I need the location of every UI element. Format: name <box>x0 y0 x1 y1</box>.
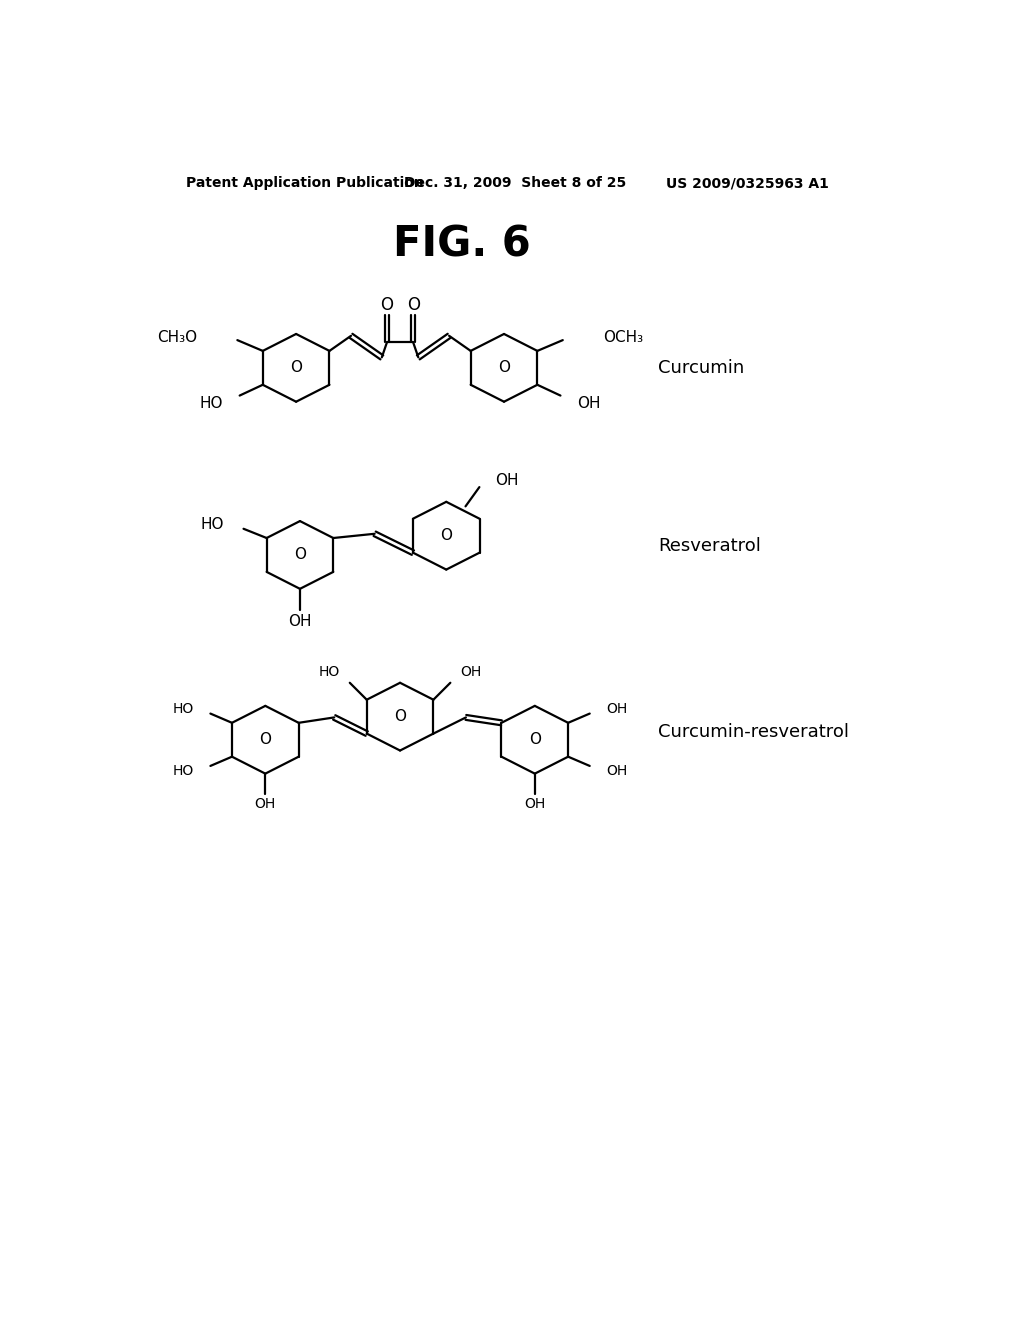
Text: Resveratrol: Resveratrol <box>658 537 761 554</box>
Text: OH: OH <box>495 474 518 488</box>
Text: OH: OH <box>288 614 311 628</box>
Text: Curcumin: Curcumin <box>658 359 744 376</box>
Text: OH: OH <box>606 763 628 777</box>
Text: FIG. 6: FIG. 6 <box>393 224 530 265</box>
Text: US 2009/0325963 A1: US 2009/0325963 A1 <box>666 176 828 190</box>
Text: OH: OH <box>461 665 481 678</box>
Text: HO: HO <box>201 517 224 532</box>
Text: OH: OH <box>524 797 546 812</box>
Text: OH: OH <box>255 797 275 812</box>
Text: OH: OH <box>606 702 628 715</box>
Text: O: O <box>259 733 271 747</box>
Text: HO: HO <box>318 665 340 678</box>
Text: Dec. 31, 2009  Sheet 8 of 25: Dec. 31, 2009 Sheet 8 of 25 <box>403 176 626 190</box>
Text: O: O <box>407 296 420 314</box>
Text: CH₃O: CH₃O <box>158 330 198 345</box>
Text: O: O <box>440 528 453 544</box>
Text: O: O <box>294 548 306 562</box>
Text: Patent Application Publication: Patent Application Publication <box>186 176 424 190</box>
Text: OCH₃: OCH₃ <box>603 330 643 345</box>
Text: HO: HO <box>172 763 194 777</box>
Text: O: O <box>394 709 407 725</box>
Text: OH: OH <box>578 396 601 411</box>
Text: Curcumin-resveratrol: Curcumin-resveratrol <box>658 723 849 741</box>
Text: HO: HO <box>200 396 223 411</box>
Text: HO: HO <box>172 702 194 715</box>
Text: O: O <box>381 296 393 314</box>
Text: O: O <box>290 360 302 375</box>
Text: O: O <box>528 733 541 747</box>
Text: O: O <box>498 360 510 375</box>
